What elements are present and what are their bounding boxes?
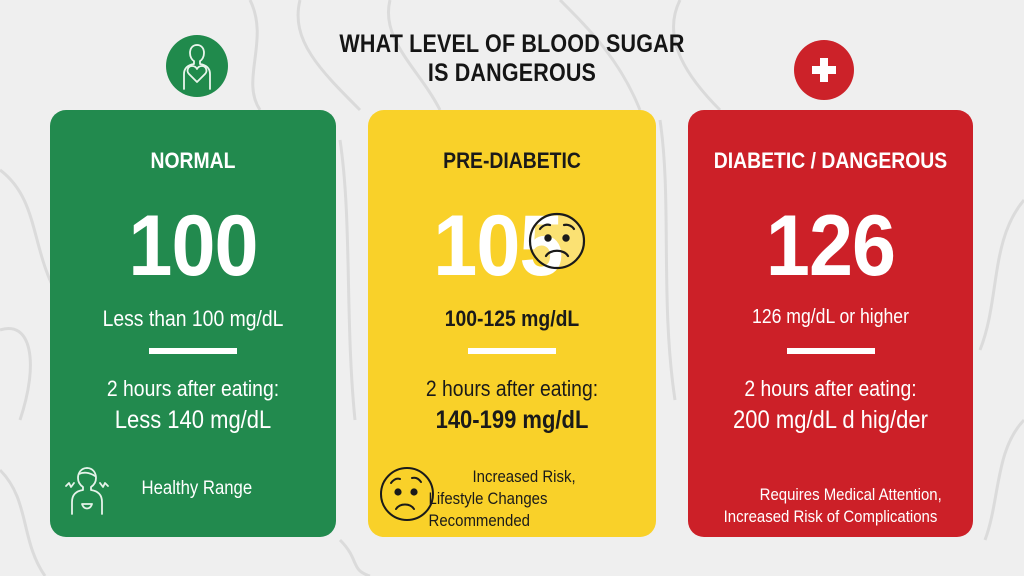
worried-face-icon (380, 467, 434, 521)
after-eating-label: 2 hours after eating: (106, 376, 280, 401)
title-line-2: IS DANGEROUS (427, 59, 597, 87)
divider (468, 348, 556, 354)
after-eating-label: 2 hours after eating: (425, 376, 599, 401)
title-line-1: WHAT LEVEL OF BLOOD SUGAR (339, 30, 685, 58)
card-value: 105 (433, 198, 563, 294)
card-value: 126 (765, 198, 896, 294)
person-heart-icon (166, 35, 228, 97)
card-label: DIABETIC / DANGEROUS (713, 148, 948, 173)
after-eating-value: Less 140 mg/dL (114, 406, 272, 434)
card-label: NORMAL (150, 148, 236, 173)
card-range: Less than 100 mg/dL (102, 306, 284, 331)
card-note: Healthy Range (141, 478, 253, 499)
prediabetic-card: PRE-DIABETIC 105 100-125 mg/dL 2 hours a… (368, 110, 656, 537)
divider (149, 348, 237, 354)
note-line-2: Increased Risk of Complications (723, 507, 938, 526)
card-note: Increased Risk, Lifestyle Changes Recomm… (429, 466, 642, 532)
after-eating-value: 140-199 mg/dL (435, 406, 589, 434)
diabetic-card: DIABETIC / DANGEROUS 126 126 mg/dL or hi… (688, 110, 973, 537)
worried-face-icon (528, 212, 586, 270)
card-label: PRE-DIABETIC (443, 148, 581, 173)
note-line-1: Requires Medical Attention, (759, 485, 942, 504)
normal-card: NORMAL 100 Less than 100 mg/dL 2 hours a… (50, 110, 336, 537)
medical-cross-icon (794, 40, 854, 100)
card-note: Requires Medical Attention, Increased Ri… (705, 484, 956, 528)
divider (786, 348, 875, 354)
note-line-2: Lifestyle Changes Recommended (428, 489, 548, 530)
card-value: 100 (128, 198, 258, 294)
card-range: 126 mg/dL or higher (752, 306, 909, 328)
after-eating-label: 2 hours after eating: (744, 376, 917, 401)
card-range: 100-125 mg/dL (444, 306, 580, 331)
after-eating-value: 200 mg/dL d hig/der (733, 406, 928, 434)
note-line-1: Increased Risk, (472, 467, 576, 486)
page-title: WHAT LEVEL OF BLOOD SUGAR IS DANGEROUS (72, 30, 953, 88)
healthy-person-icon (65, 467, 109, 515)
